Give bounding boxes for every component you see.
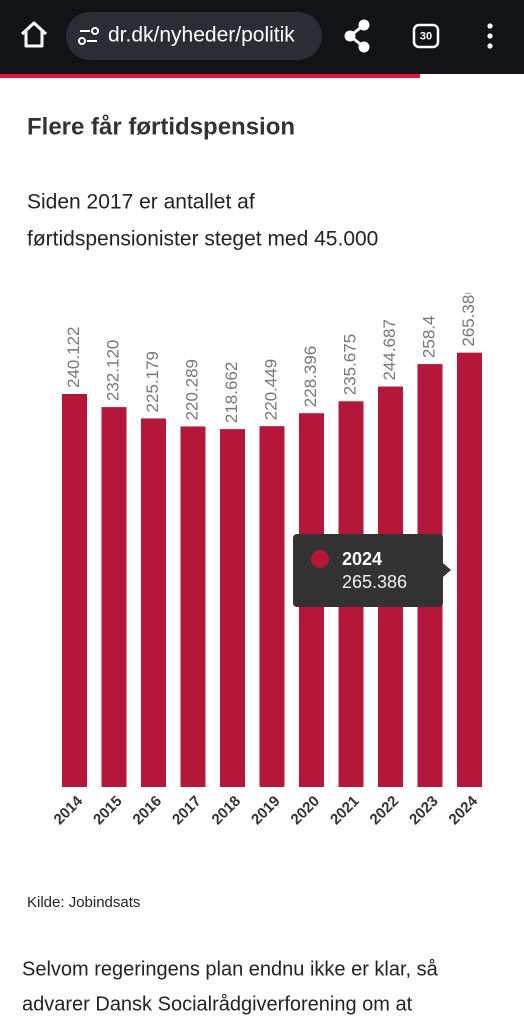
value-label: 228.396 [301, 346, 320, 407]
x-tick-label: 2019 [248, 793, 284, 829]
chart-subtitle: Siden 2017 er antallet af [27, 191, 255, 214]
chart-subtitle: førtidspensionister steget med 45.000 [27, 228, 378, 251]
bar [457, 352, 482, 787]
value-label: 218.662 [222, 362, 241, 423]
value-label: 240.122 [64, 327, 83, 388]
x-tick-label: 2024 [446, 792, 482, 828]
tooltip-dot [311, 550, 329, 568]
share-button[interactable] [344, 19, 370, 53]
tooltip-title: 2024 [342, 549, 382, 569]
bar [180, 426, 206, 787]
x-tick-label: 2023 [406, 793, 442, 829]
bar [259, 426, 285, 787]
x-tick-label: 2016 [130, 793, 166, 829]
value-label: 220.289 [182, 359, 201, 420]
site-info-icon[interactable] [78, 27, 99, 45]
x-tick-label: 2018 [209, 793, 245, 829]
x-tick-label: 2015 [90, 793, 126, 829]
x-axis: 2014 2015 2016 2017 2018 2019 2020 2021 2022 2023… [51, 792, 482, 828]
tooltip: 2024 265.386 [293, 534, 451, 607]
value-label: 265.386 [459, 285, 478, 346]
value-label: 235.675 [340, 334, 359, 395]
bar [62, 394, 87, 787]
url-clip: dr.dk/nyheder/politik [108, 24, 295, 47]
bar [141, 418, 166, 787]
x-tick-label: 2017 [169, 793, 205, 829]
url-text: dr.dk/nyheder/politik [108, 24, 295, 47]
menu-button[interactable] [487, 23, 493, 49]
x-tick-label: 2014 [51, 792, 87, 828]
tooltip-arrow [443, 563, 451, 577]
body-text: Selvom regeringens plan endnu ikke er kl… [22, 958, 439, 980]
value-label: 244.687 [380, 319, 399, 380]
tooltip-box [293, 534, 443, 607]
x-tick-label: 2022 [367, 793, 403, 829]
body-text: advarer Dansk Socialrådgiverforening om … [22, 993, 413, 1015]
home-button[interactable] [20, 21, 48, 48]
tooltip-value: 265.386 [342, 572, 407, 592]
x-tick-label: 2021 [327, 793, 363, 829]
tab-count: 30 [420, 30, 432, 42]
value-label: 220.449 [261, 359, 280, 420]
source: Kilde: Jobindsats [27, 894, 140, 911]
x-tick-label: 2020 [288, 793, 324, 829]
bar [101, 407, 127, 787]
value-label: 258.4 [419, 316, 438, 359]
bar [220, 429, 245, 787]
tabs-button[interactable] [412, 23, 440, 49]
value-label: 232.120 [103, 340, 122, 401]
load-progress [0, 74, 420, 78]
url-bar[interactable] [66, 12, 322, 60]
value-label: 225.179 [143, 351, 162, 412]
chart-title: Flere får førtidspension [27, 113, 295, 140]
